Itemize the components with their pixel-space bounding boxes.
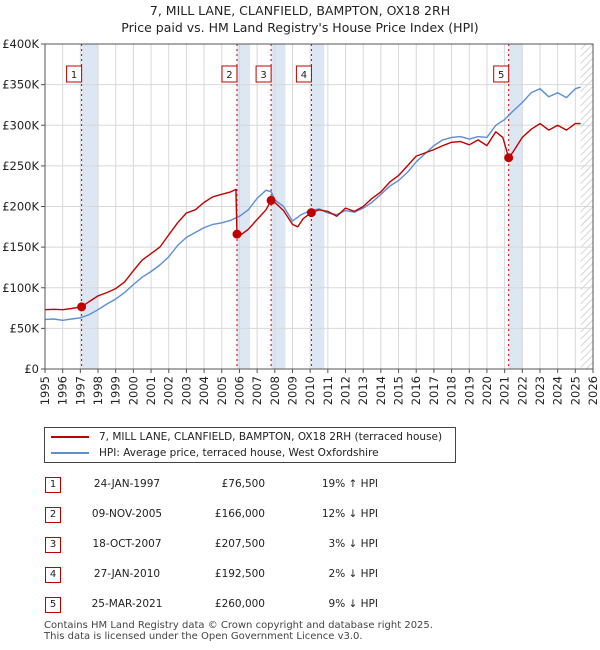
chart-title-line-2: Price paid vs. HM Land Registry's House … [121, 20, 479, 35]
x-tick-label: 2003 [179, 376, 193, 405]
y-tick-label: £350K [2, 78, 39, 92]
legend-item-property: 7, MILL LANE, CLANFIELD, BAMPTON, OX18 2… [51, 429, 442, 445]
x-tick-label: 2004 [197, 376, 211, 405]
x-tick-label: 2008 [268, 376, 282, 405]
footer-attribution: Contains HM Land Registry data © Crown c… [44, 620, 433, 642]
transaction-number: 1 [45, 477, 61, 493]
transaction-date: 24-JAN-1997 [93, 478, 161, 490]
y-tick-label: £100K [2, 281, 39, 295]
transaction-annotation-box [493, 65, 510, 83]
transaction-annotation-label: 1 [71, 70, 77, 81]
x-tick-label: 2021 [498, 376, 512, 405]
chart-title-line-1: 7, MILL LANE, CLANFIELD, BAMPTON, OX18 2… [149, 3, 451, 18]
transaction-point [504, 153, 514, 163]
table-row: 1 24-JAN-1997 £76,500 19% ↑ HPI [42, 474, 422, 504]
property-series-line [44, 122, 581, 311]
transaction-hpi-diff: 3% ↓ HPI [328, 538, 378, 550]
x-tick-label: 2005 [215, 376, 229, 405]
x-tick-label: 1997 [73, 376, 87, 405]
legend-label-property: 7, MILL LANE, CLANFIELD, BAMPTON, OX18 2… [99, 431, 443, 443]
legend-swatch-property [51, 436, 89, 438]
transaction-number: 2 [45, 507, 61, 523]
transaction-annotation-label: 3 [260, 70, 266, 81]
y-tick-label: £250K [2, 159, 39, 173]
transaction-annotation-box [221, 65, 238, 83]
transaction-price: £166,000 [214, 508, 265, 520]
transaction-annotation-box [66, 65, 83, 83]
transaction-price: £207,500 [214, 538, 265, 550]
transactions-table: 1 24-JAN-1997 £76,500 19% ↑ HPI 2 09-NOV… [42, 474, 422, 624]
x-tick-label: 1999 [109, 376, 123, 405]
footer-line-2: This data is licensed under the Open Gov… [44, 631, 363, 642]
x-tick-label: 2025 [568, 376, 582, 405]
x-tick-label: 2011 [321, 376, 335, 405]
chart-legend: 7, MILL LANE, CLANFIELD, BAMPTON, OX18 2… [44, 427, 456, 463]
x-tick-label: 2006 [232, 376, 246, 405]
legend-swatch-hpi [51, 452, 89, 454]
x-tick-label: 2015 [392, 376, 406, 405]
transaction-number: 5 [45, 597, 61, 613]
transaction-price: £260,000 [214, 598, 265, 610]
x-tick-label: 2007 [250, 376, 264, 405]
y-tick-label: £300K [2, 118, 39, 132]
x-tick-label: 2010 [303, 376, 317, 405]
x-tick-label: 2020 [480, 376, 494, 405]
x-tick-label: 2014 [374, 376, 388, 405]
x-tick-label: 2026 [586, 376, 600, 405]
transaction-date: 18-OCT-2007 [92, 538, 162, 550]
transaction-price: £76,500 [221, 478, 265, 490]
x-tick-label: 2001 [144, 376, 158, 405]
x-tick-label: 1998 [91, 376, 105, 405]
x-tick-label: 2002 [162, 376, 176, 405]
y-tick-label: £50K [10, 321, 40, 335]
y-tick-label: £400K [2, 37, 39, 51]
transaction-point [306, 208, 316, 218]
transaction-price: £192,500 [214, 568, 265, 580]
transaction-annotation-label: 5 [498, 70, 504, 81]
x-tick-label: 2017 [427, 376, 441, 405]
transaction-hpi-diff: 9% ↓ HPI [328, 598, 378, 610]
transaction-date: 25-MAR-2021 [91, 598, 163, 610]
table-row: 5 25-MAR-2021 £260,000 9% ↓ HPI [42, 594, 422, 624]
transaction-hpi-diff: 12% ↓ HPI [321, 508, 378, 520]
x-tick-label: 2016 [409, 376, 423, 405]
transaction-annotation-label: 4 [301, 70, 307, 81]
x-tick-label: 1995 [38, 376, 52, 405]
table-row: 4 27-JAN-2010 £192,500 2% ↓ HPI [42, 564, 422, 594]
transaction-point [77, 302, 87, 312]
transaction-annotation-label: 2 [226, 70, 232, 81]
transaction-hpi-diff: 19% ↑ HPI [321, 478, 378, 490]
x-tick-label: 2018 [445, 376, 459, 405]
chart-title: 7, MILL LANE, CLANFIELD, BAMPTON, OX18 2… [0, 2, 600, 36]
transaction-number: 4 [45, 567, 61, 583]
x-tick-label: 2022 [515, 376, 529, 405]
transaction-point [232, 229, 242, 239]
price-chart: £0 £50K £100K £150K £200K £250K £300K £350K £400… [2, 37, 600, 405]
transaction-date: 09-NOV-2005 [91, 508, 163, 520]
transaction-date: 27-JAN-2010 [93, 568, 161, 580]
x-tick-label: 2024 [551, 376, 565, 405]
legend-item-hpi: HPI: Average price, terraced house, West… [51, 445, 379, 461]
x-tick-label: 1996 [56, 376, 70, 405]
x-tick-label: 2012 [339, 376, 353, 405]
footer-line-1: Contains HM Land Registry data © Crown c… [44, 620, 433, 631]
table-row: 3 18-OCT-2007 £207,500 3% ↓ HPI [42, 534, 422, 564]
y-tick-label: £200K [2, 200, 39, 214]
x-tick-label: 2023 [533, 376, 547, 405]
legend-label-hpi: HPI: Average price, terraced house, West… [99, 447, 379, 459]
transaction-hpi-diff: 2% ↓ HPI [328, 568, 378, 580]
x-tick-label: 2009 [285, 376, 299, 405]
x-tick-label: 2013 [356, 376, 370, 405]
transaction-annotation-box [295, 65, 312, 83]
transaction-number: 3 [45, 537, 61, 553]
x-tick-label: 2000 [126, 376, 140, 405]
table-row: 2 09-NOV-2005 £166,000 12% ↓ HPI [42, 504, 422, 534]
y-tick-label: £0 [24, 362, 39, 376]
transaction-annotation-box [255, 65, 272, 83]
x-tick-label: 2019 [462, 376, 476, 405]
y-tick-label: £150K [2, 240, 39, 254]
transaction-point [266, 195, 276, 205]
